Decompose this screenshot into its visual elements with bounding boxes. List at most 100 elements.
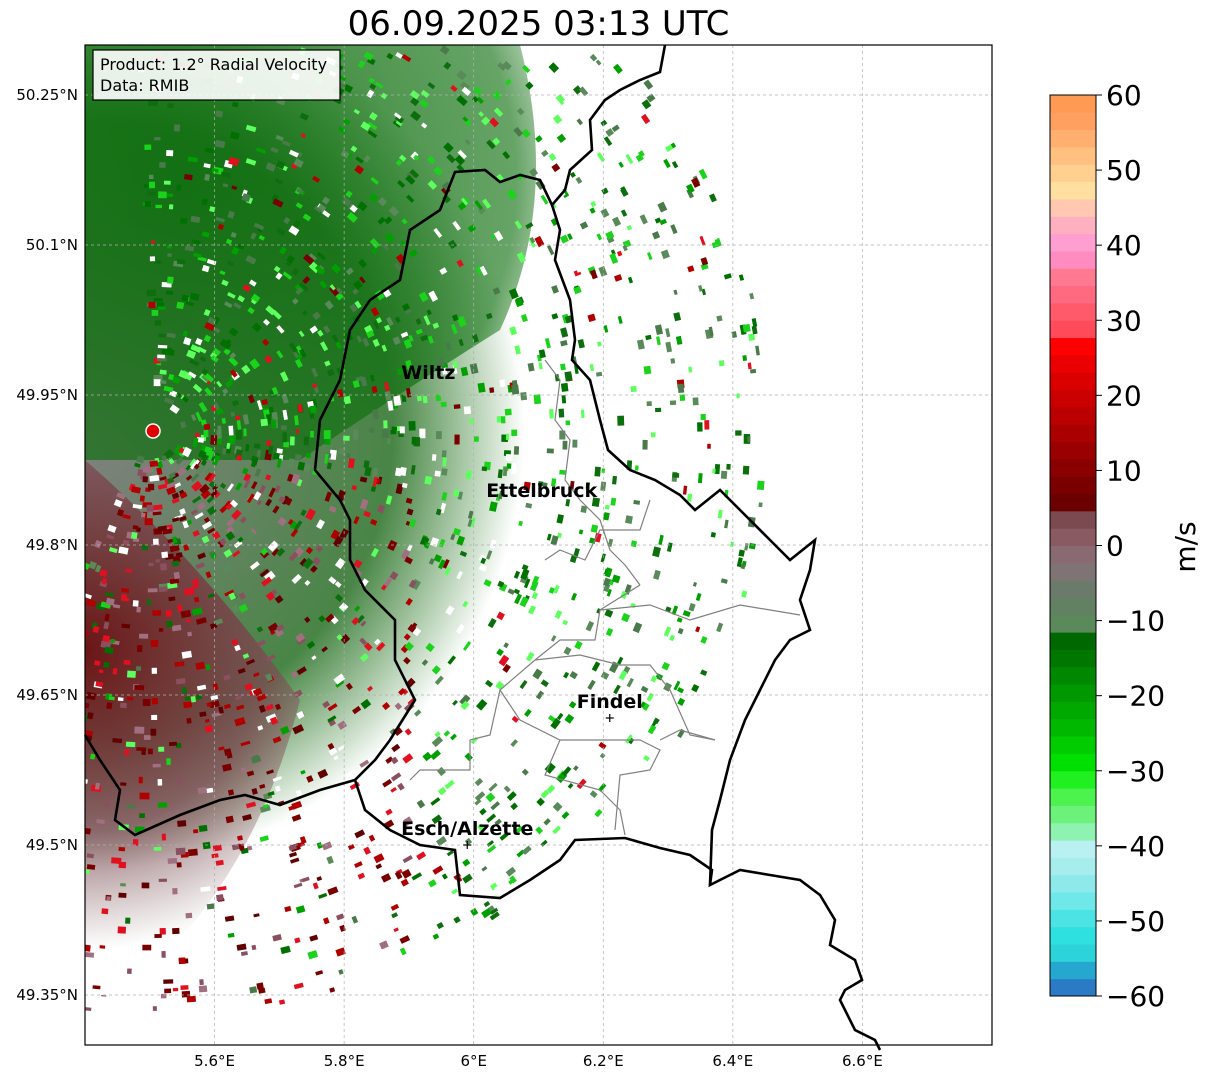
echo-cell [610, 497, 617, 506]
echo-cell [185, 618, 192, 623]
lat-tick-label: 49.8°N [26, 536, 78, 554]
echo-cell [341, 196, 352, 207]
echo-cell [729, 402, 736, 408]
echo-cell [390, 772, 402, 782]
echo-cell [242, 653, 250, 659]
echo-cell [439, 267, 448, 275]
echo-cell [235, 454, 243, 461]
echo-cell [237, 536, 244, 543]
echo-cell [241, 364, 251, 375]
plot-frame [84, 44, 993, 1046]
echo-cell [402, 753, 414, 764]
echo-cell [264, 998, 273, 1005]
echo-cell [153, 298, 163, 302]
colorbar-bin [1050, 874, 1096, 893]
echo-cell [156, 302, 164, 308]
echo-cell [302, 213, 312, 222]
echo-cell [683, 448, 691, 459]
echo-cell [598, 741, 607, 750]
echo-cell [295, 905, 306, 914]
echo-cell [561, 766, 572, 777]
echo-cell [237, 295, 245, 303]
echo-cell [469, 363, 479, 375]
echo-cell [226, 442, 231, 450]
echo-cell [150, 728, 157, 736]
echo-cell [138, 776, 143, 784]
echo-cell [503, 785, 511, 793]
echo-cell [535, 690, 545, 700]
colorbar-bin [1050, 337, 1096, 356]
echo-cell [471, 96, 479, 103]
colorbar-bin [1050, 510, 1096, 529]
echo-cell [249, 561, 260, 571]
echo-cell [230, 232, 237, 238]
echo-cell [229, 369, 238, 378]
echo-cell [85, 827, 91, 835]
echo-cell [230, 411, 236, 417]
echo-cell [443, 61, 452, 70]
echo-cell [152, 504, 163, 511]
echo-cell [172, 536, 178, 544]
echo-cell [423, 315, 431, 326]
echo-cell [191, 495, 202, 504]
echo-cell [552, 825, 561, 835]
echo-cell [525, 222, 534, 230]
echo-cell [158, 191, 167, 199]
echo-cell [428, 290, 439, 302]
echo-cell [408, 579, 417, 589]
echo-cell [640, 685, 649, 693]
echo-cell [560, 382, 569, 392]
echo-cell [171, 492, 180, 500]
echo-cell [755, 345, 760, 356]
echo-cell [383, 420, 388, 429]
echo-cell [556, 133, 567, 143]
echo-cell [410, 151, 419, 160]
echo-cell [562, 440, 568, 450]
echo-cell [643, 79, 654, 90]
echo-cell [585, 620, 595, 632]
echo-cell [265, 673, 273, 682]
colorbar-bin [1050, 684, 1096, 702]
echo-cell [116, 492, 126, 500]
echo-cell [400, 331, 409, 338]
echo-cell [385, 756, 394, 764]
echo-cell [495, 680, 505, 691]
echo-cell [579, 221, 589, 230]
echo-cell [295, 632, 306, 643]
echo-cell [92, 999, 99, 1007]
echo-cell [480, 557, 487, 565]
lon-tick-label: 6.6°E [842, 1052, 883, 1070]
echo-cell [693, 498, 699, 506]
echo-cell [324, 453, 329, 464]
echo-cell [309, 325, 319, 334]
echo-cell [281, 140, 291, 147]
colorbar-bin [1050, 302, 1096, 321]
echo-cell [263, 318, 270, 326]
echo-cell [363, 846, 371, 855]
echo-cell [331, 263, 341, 274]
echo-cell [238, 603, 249, 613]
city-label: Esch/Alzette [401, 818, 533, 840]
echo-cell [131, 531, 138, 540]
lon-tick-label: 6.4°E [712, 1052, 753, 1070]
echo-cell [168, 472, 176, 479]
echo-cell [271, 194, 279, 203]
echo-cell [261, 576, 273, 587]
echo-cell [274, 595, 284, 604]
echo-cell [613, 63, 623, 74]
echo-cell [227, 932, 235, 938]
echo-cell [334, 557, 346, 570]
echo-cell [349, 540, 358, 549]
echo-cell [444, 779, 455, 790]
echo-cell [394, 702, 403, 711]
echo-cell [192, 584, 199, 590]
echo-cell [154, 320, 162, 326]
echo-cell [294, 520, 303, 531]
echo-cell [113, 499, 123, 508]
echo-cell [307, 400, 314, 408]
echo-cell [441, 367, 448, 375]
echo-cell [204, 465, 215, 477]
echo-cell [496, 611, 505, 621]
echo-cell [569, 104, 577, 112]
